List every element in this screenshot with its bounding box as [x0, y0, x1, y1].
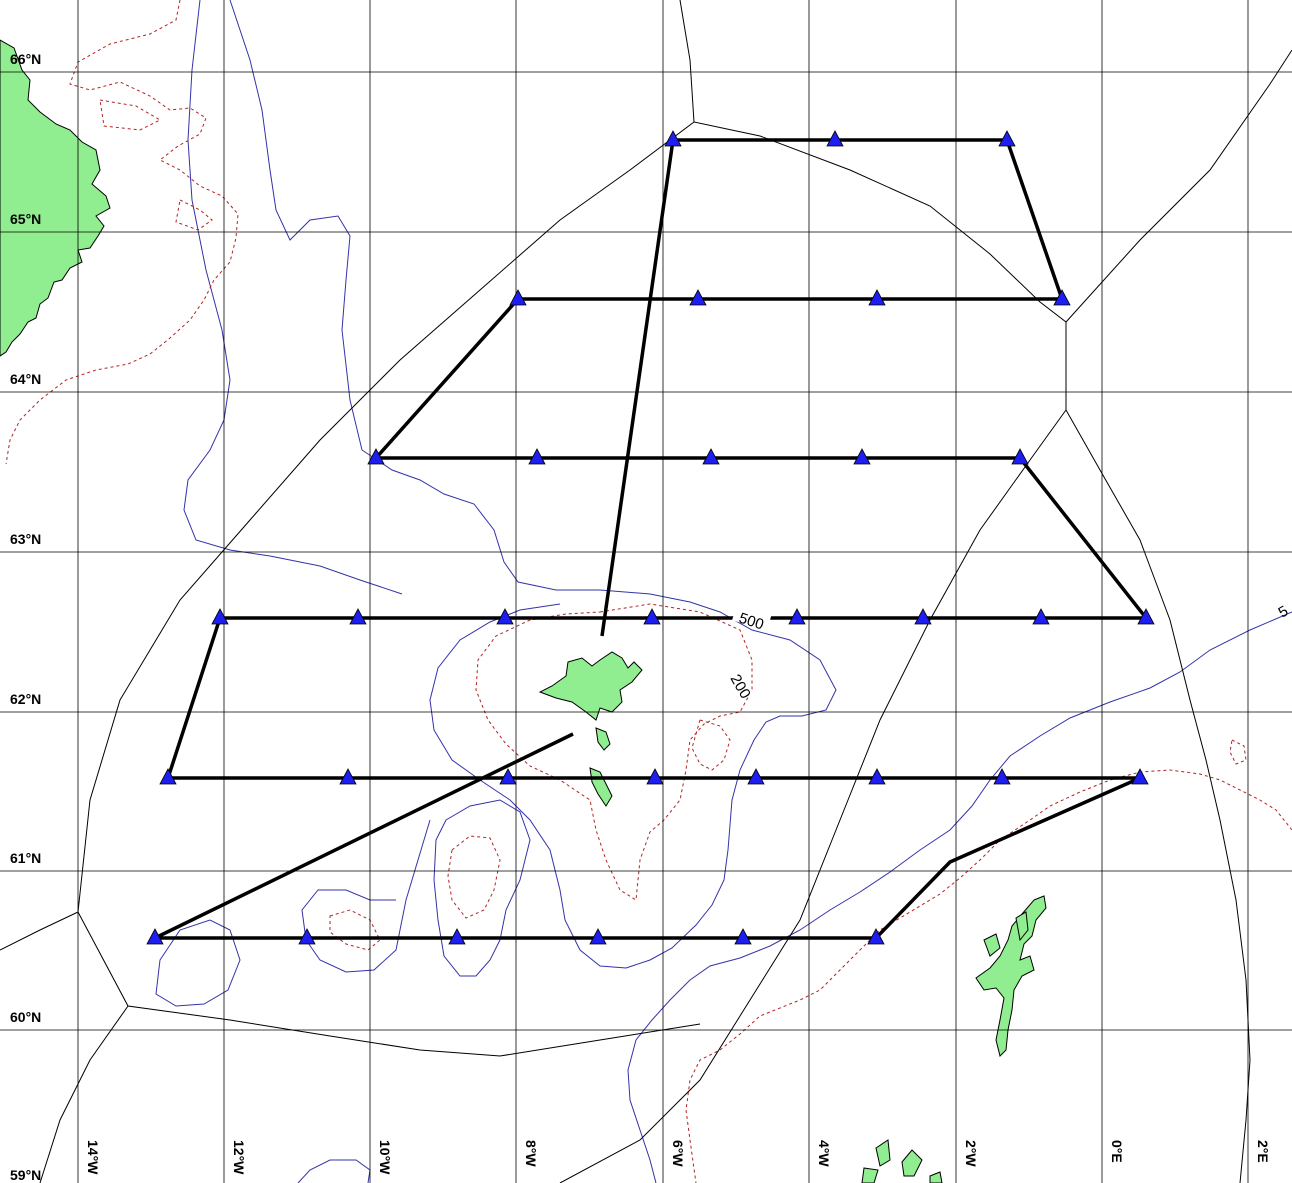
lon-label-6w: 6°W	[670, 1140, 686, 1167]
station-25-triangle-icon	[747, 768, 765, 785]
lon-label-14w: 14°W	[85, 1140, 101, 1175]
station-1-triangle-icon	[664, 130, 682, 147]
longitude-labels: 14°W 12°W 10°W 8°W 6°W 4°W 2°W 0°E 2°E	[85, 1140, 1271, 1175]
station-markers	[146, 130, 1155, 945]
station-18-triangle-icon	[914, 608, 932, 625]
lat-label-63: 63°N	[10, 531, 41, 547]
station-2-triangle-icon	[826, 130, 844, 147]
lat-label-62: 62°N	[10, 691, 41, 707]
station-33-triangle-icon	[734, 928, 752, 945]
station-19-triangle-icon	[1032, 608, 1050, 625]
station-22-triangle-icon	[339, 768, 357, 785]
lon-label-8w: 8°W	[523, 1140, 539, 1167]
iceland	[0, 39, 111, 357]
lat-label-60: 60°N	[10, 1009, 41, 1025]
station-16-triangle-icon	[643, 608, 661, 625]
station-9-triangle-icon	[528, 448, 546, 465]
station-23-triangle-icon	[499, 768, 517, 785]
station-27-triangle-icon	[993, 768, 1011, 785]
station-3-triangle-icon	[998, 130, 1016, 147]
land	[0, 39, 1047, 1183]
lat-label-66: 66°N	[10, 51, 41, 67]
lat-label-65: 65°N	[10, 211, 41, 227]
orkney	[861, 1139, 943, 1183]
station-15-triangle-icon	[496, 608, 514, 625]
survey-track	[154, 138, 1150, 940]
lat-label-59: 59°N	[10, 1167, 41, 1183]
station-13-triangle-icon	[211, 608, 229, 625]
depth-contour-500	[155, 0, 1292, 1183]
station-24-triangle-icon	[646, 768, 664, 785]
station-32-triangle-icon	[589, 928, 607, 945]
station-21-triangle-icon	[159, 768, 177, 785]
station-7-triangle-icon	[1053, 289, 1071, 306]
station-10-triangle-icon	[702, 448, 720, 465]
lon-label-2e: 2°E	[1255, 1140, 1271, 1163]
lon-label-4w: 4°W	[816, 1140, 832, 1167]
station-14-triangle-icon	[349, 608, 367, 625]
faroe-islands	[538, 651, 643, 721]
station-17-triangle-icon	[788, 608, 806, 625]
station-4-triangle-icon	[509, 289, 527, 306]
depth-contour-200	[5, 0, 1292, 1183]
station-30-triangle-icon	[298, 928, 316, 945]
lon-label-0e: 0°E	[1109, 1140, 1125, 1163]
station-29-triangle-icon	[146, 928, 164, 945]
shetland	[975, 895, 1047, 1057]
lat-label-64: 64°N	[10, 371, 41, 387]
station-6-triangle-icon	[868, 289, 886, 306]
station-12-triangle-icon	[1011, 448, 1029, 465]
faroe-islets	[589, 727, 613, 807]
station-26-triangle-icon	[868, 768, 886, 785]
lon-label-12w: 12°W	[231, 1140, 247, 1175]
station-11-triangle-icon	[853, 448, 871, 465]
latitude-labels: 66°N 65°N 64°N 63°N 62°N 61°N 60°N 59°N	[10, 51, 41, 1183]
station-31-triangle-icon	[448, 928, 466, 945]
station-8-triangle-icon	[367, 448, 385, 465]
lat-label-61: 61°N	[10, 850, 41, 866]
station-5-triangle-icon	[689, 289, 707, 306]
station-28-triangle-icon	[1131, 768, 1149, 785]
lon-label-2w: 2°W	[963, 1140, 979, 1167]
shetland-west	[983, 911, 1029, 957]
station-34-triangle-icon	[867, 928, 885, 945]
lon-label-10w: 10°W	[377, 1140, 393, 1175]
station-20-triangle-icon	[1137, 608, 1155, 625]
contour-label-500: 500	[737, 610, 766, 634]
